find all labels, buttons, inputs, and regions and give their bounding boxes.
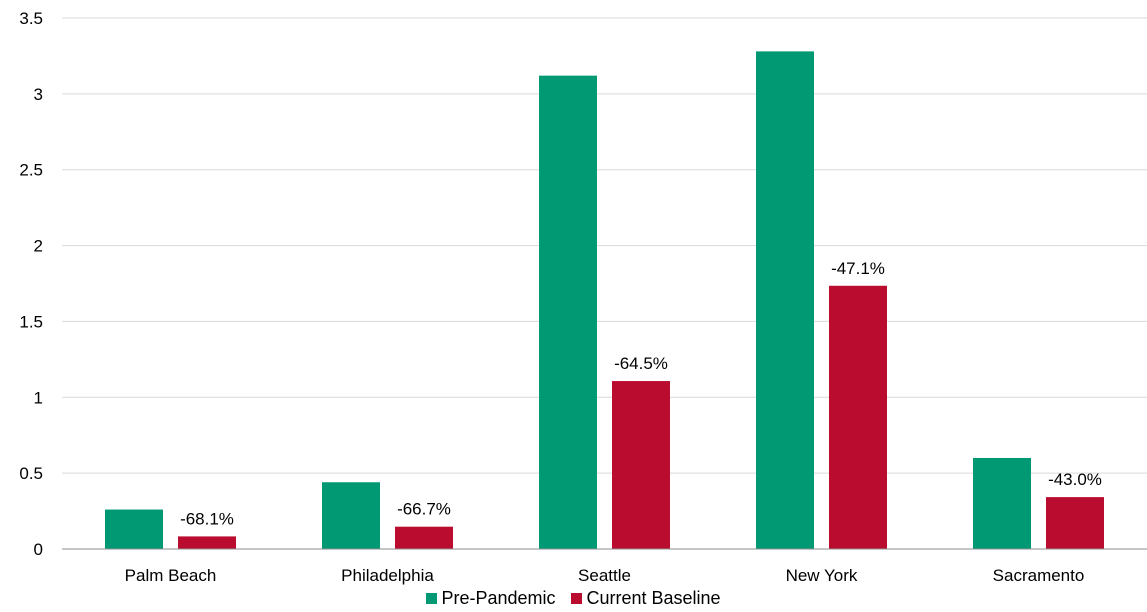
bar-current-baseline: [612, 381, 670, 549]
bar-pre-pandemic: [973, 457, 1031, 549]
bar-pre-pandemic: [539, 75, 597, 549]
legend-item-current-baseline: Current Baseline: [571, 588, 721, 609]
legend-swatch-pre-pandemic: [426, 593, 438, 604]
data-label: -43.0%: [1048, 470, 1102, 489]
bar-current-baseline: [1046, 497, 1104, 549]
bar-pre-pandemic: [105, 509, 163, 549]
legend-label-pre-pandemic: Pre-Pandemic: [441, 588, 556, 608]
data-label: -64.5%: [614, 354, 668, 373]
y-tick-label: 1: [34, 388, 43, 407]
data-label: -68.1%: [180, 509, 234, 528]
y-tick-label: 0: [34, 540, 43, 559]
data-label: -66.7%: [397, 500, 451, 519]
x-tick-label: Seattle: [578, 566, 631, 585]
data-labels: -68.1% -66.7% -64.5% -47.1% -43.0%: [180, 259, 1102, 529]
bar-pre-pandemic: [756, 51, 814, 550]
y-tick-label: 1.5: [19, 312, 43, 331]
legend-label-current-baseline: Current Baseline: [586, 588, 721, 608]
x-tick-label: Philadelphia: [341, 566, 434, 585]
bar-current-baseline: [395, 526, 453, 549]
x-axis-ticks: Palm Beach Philadelphia Seattle New York Sac…: [125, 566, 1085, 585]
legend-item-pre-pandemic: Pre-Pandemic: [426, 588, 555, 609]
y-axis-ticks: 0 0.5 1 1.5 2 2.5 3 3.5: [19, 9, 43, 559]
y-tick-label: 2.5: [19, 161, 43, 180]
bars: [105, 51, 1104, 550]
y-tick-label: 2: [34, 237, 43, 256]
legend: Pre-Pandemic Current Baseline: [0, 588, 1147, 609]
x-tick-label: Palm Beach: [125, 566, 217, 585]
x-tick-label: New York: [786, 566, 858, 585]
bar-current-baseline: [829, 285, 887, 549]
y-tick-label: 0.5: [19, 464, 43, 483]
y-tick-label: 3: [34, 85, 43, 104]
x-tick-label: Sacramento: [993, 566, 1085, 585]
bar-pre-pandemic: [322, 482, 380, 549]
legend-swatch-current-baseline: [571, 593, 583, 604]
gridlines: [62, 17, 1147, 474]
bar-current-baseline: [178, 536, 236, 549]
y-tick-label: 3.5: [19, 9, 43, 28]
data-label: -47.1%: [831, 259, 885, 278]
